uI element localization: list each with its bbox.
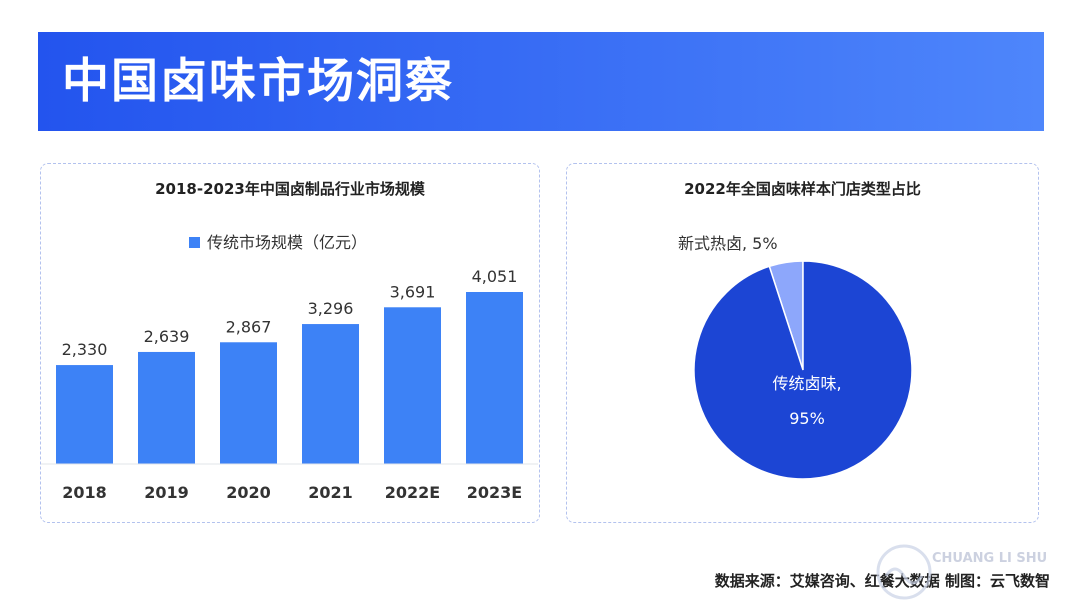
pie-chart-card: 2022年全国卤味样本门店类型占比 新式热卤, 5% 传统卤味, 95% bbox=[566, 163, 1039, 523]
bar-value-label: 2,639 bbox=[144, 327, 190, 346]
data-source-note: 数据来源：艾媒咨询、红餐大数据 制图：云飞数智 bbox=[714, 572, 1050, 590]
x-tick-label: 2022E bbox=[385, 483, 440, 502]
bar-2022e bbox=[384, 307, 441, 464]
x-tick-label: 2020 bbox=[226, 483, 271, 502]
bar-chart-title: 2018-2023年中国卤制品行业市场规模 bbox=[155, 180, 425, 198]
bar-value-label: 3,691 bbox=[390, 282, 436, 301]
pie-chart-title: 2022年全国卤味样本门店类型占比 bbox=[684, 180, 921, 198]
bar-2023e bbox=[466, 292, 523, 464]
bar-2019 bbox=[138, 351, 195, 464]
x-tick-label: 2021 bbox=[308, 483, 353, 502]
bar-value-label: 2,330 bbox=[62, 340, 108, 359]
bar-chart: 传统市场规模（亿元） 2,330 2018 2,639 2019 2,867 2020 3,… bbox=[41, 233, 538, 502]
pie-value-traditional: 95% bbox=[789, 409, 825, 428]
x-tick-label: 2023E bbox=[467, 483, 522, 502]
bar-value-label: 4,051 bbox=[472, 267, 518, 286]
watermark-text: CHUANG LI SHU bbox=[932, 551, 1047, 566]
header-banner bbox=[38, 32, 1044, 131]
bar-2020 bbox=[220, 342, 277, 464]
pie-label-traditional: 传统卤味, bbox=[772, 374, 841, 393]
x-tick-label: 2019 bbox=[144, 483, 189, 502]
bar-chart-legend: 传统市场规模（亿元） bbox=[189, 233, 367, 252]
bar-2018 bbox=[56, 365, 113, 464]
x-tick-label: 2018 bbox=[62, 483, 107, 502]
pie-chart: 新式热卤, 5% 传统卤味, 95% bbox=[678, 234, 913, 480]
page-title: 中国卤味市场洞察 bbox=[62, 54, 454, 109]
bar-value-label: 2,867 bbox=[226, 317, 272, 336]
bar-2021 bbox=[302, 324, 359, 464]
pie-label-new-style: 新式热卤, 5% bbox=[678, 234, 778, 253]
pie-slice-traditional bbox=[693, 260, 913, 480]
bar-chart-card: 2018-2023年中国卤制品行业市场规模 传统市场规模（亿元） 2,330 20… bbox=[40, 163, 540, 523]
legend-swatch bbox=[189, 237, 200, 248]
bar-value-label: 3,296 bbox=[308, 299, 354, 318]
watermark-logo: CHUANG LI SHU bbox=[876, 544, 1047, 600]
legend-label: 传统市场规模（亿元） bbox=[207, 233, 367, 252]
